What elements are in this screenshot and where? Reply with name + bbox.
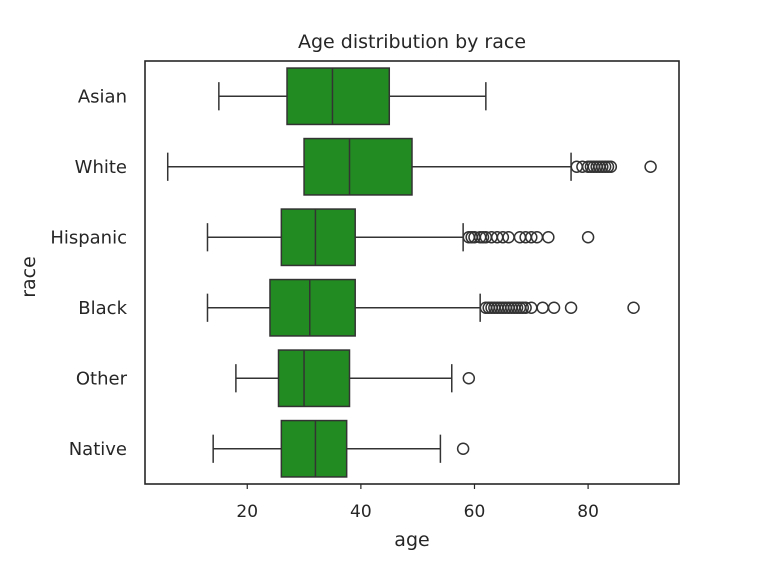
iqr-box	[280, 208, 356, 267]
plot-area	[166, 67, 657, 478]
outlier-point	[604, 160, 618, 173]
x-tick-label: 60	[464, 502, 486, 522]
y-axis-categories: Asian White Hispanic Black Other Native	[50, 86, 127, 460]
x-axis-label: age	[394, 529, 429, 551]
x-axis-ticks: 20 40 60 80	[236, 484, 599, 522]
outlier-point	[536, 301, 549, 314]
iqr-box	[286, 67, 391, 126]
y-category-label: Black	[78, 298, 127, 319]
iqr-box	[280, 419, 348, 478]
outlier-point	[456, 442, 470, 455]
box-group-other	[235, 349, 476, 408]
y-category-label: Native	[69, 439, 127, 460]
box-group-black	[206, 278, 640, 337]
outlier-point	[547, 301, 561, 314]
iqr-box	[269, 278, 356, 337]
box-group-asian	[218, 67, 487, 126]
y-category-label: Other	[76, 368, 128, 389]
y-category-label: Asian	[78, 86, 127, 107]
box-group-hispanic	[206, 208, 595, 267]
box-group-native	[212, 419, 470, 478]
y-category-label: Hispanic	[50, 227, 127, 248]
outlier-point	[525, 231, 538, 244]
outlier-point	[496, 231, 510, 244]
y-category-label: White	[75, 157, 127, 178]
outlier-point	[627, 301, 640, 314]
outlier-point	[519, 301, 532, 314]
outlier-point	[644, 160, 657, 173]
x-tick-label: 20	[236, 502, 258, 522]
iqr-box	[277, 349, 351, 408]
iqr-box	[303, 137, 413, 196]
outlier-point	[564, 301, 578, 314]
x-tick-label: 80	[577, 502, 599, 522]
outlier-point	[581, 231, 595, 244]
outlier-point	[462, 372, 476, 385]
box-group-white	[166, 137, 657, 196]
chart-title: Age distribution by race	[298, 31, 526, 53]
x-tick-label: 40	[350, 502, 372, 522]
plot-frame	[144, 60, 680, 485]
outlier-point	[542, 231, 555, 244]
y-axis-label: race	[18, 256, 40, 298]
